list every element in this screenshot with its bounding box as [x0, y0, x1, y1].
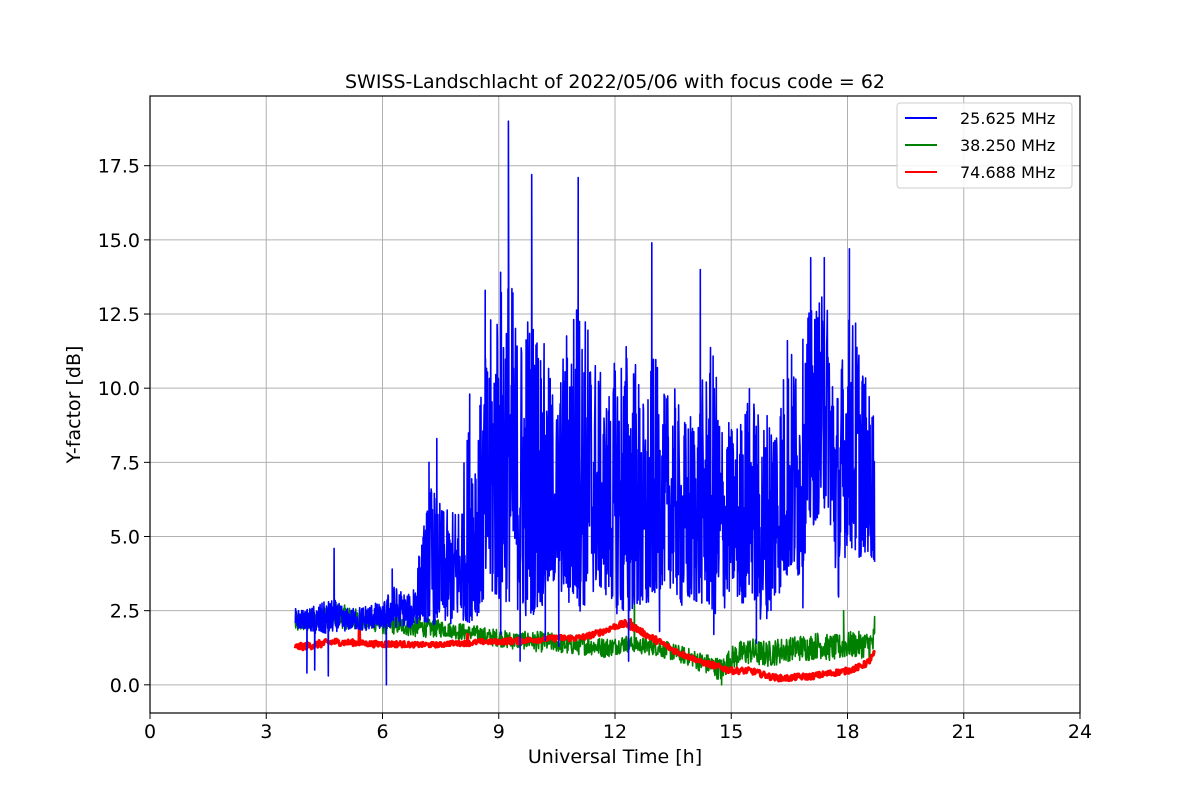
legend-label: 38.250 MHz — [960, 136, 1055, 155]
y-tick-label: 17.5 — [98, 156, 140, 178]
chart-title: SWISS-Landschlacht of 2022/05/06 with fo… — [345, 71, 885, 93]
x-tick-label: 9 — [493, 721, 505, 743]
series-line-38-250-mhz — [294, 583, 876, 686]
y-tick-label: 10.0 — [98, 378, 140, 400]
x-tick-label: 12 — [603, 721, 627, 743]
x-axis-title: Universal Time [h] — [528, 746, 702, 768]
series-line-25-625-mhz — [294, 120, 876, 686]
legend-box — [896, 102, 1073, 189]
y-tick-label: 12.5 — [98, 304, 140, 326]
x-tick-label: 0 — [144, 721, 156, 743]
y-tick-label: 0.0 — [110, 675, 140, 697]
axis-ticks: 0 3 6 9 12 15 18 21 24 0.0 2.5 5.0 7.5 10.0 12.5 15.0 17… — [98, 156, 1092, 743]
x-tick-label: 15 — [719, 721, 743, 743]
legend-label: 25.625 MHz — [960, 109, 1055, 128]
x-tick-label: 18 — [835, 721, 859, 743]
y-tick-label: 7.5 — [110, 452, 140, 474]
series-line-74-688-mhz — [293, 618, 876, 683]
x-tick-label: 24 — [1068, 721, 1092, 743]
y-tick-label: 2.5 — [110, 601, 140, 623]
y-tick-label: 5.0 — [110, 527, 140, 549]
y-tick-label: 15.0 — [98, 230, 140, 252]
y-axis-title: Y-factor [dB] — [63, 346, 85, 465]
plot-series — [293, 120, 876, 686]
legend: 25.625 MHz 38.250 MHz 74.688 MHz — [896, 102, 1073, 189]
x-tick-label: 3 — [260, 721, 272, 743]
x-tick-label: 6 — [376, 721, 388, 743]
legend-label: 74.688 MHz — [960, 163, 1055, 182]
x-tick-label: 21 — [952, 721, 976, 743]
